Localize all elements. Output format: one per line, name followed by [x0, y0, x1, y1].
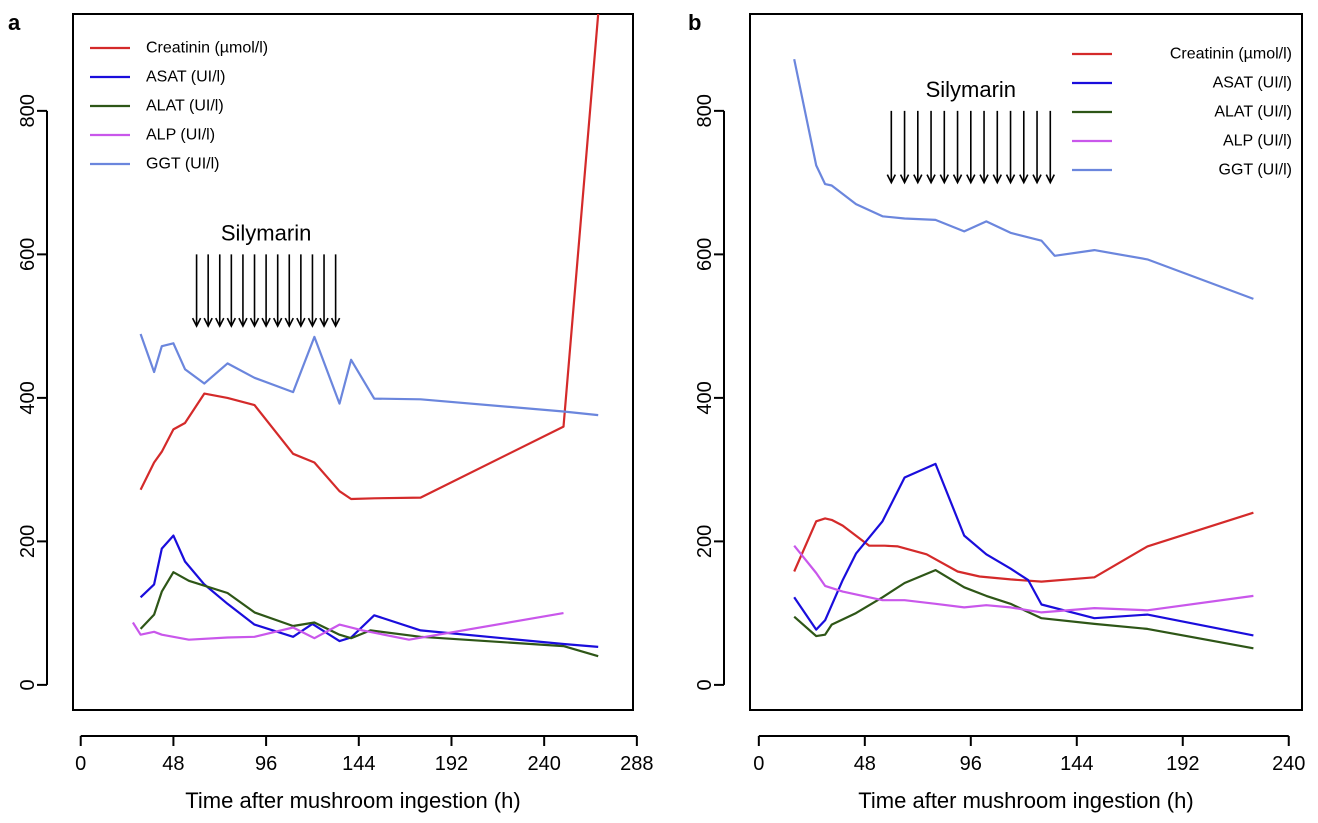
silymarin-arrowhead	[249, 317, 260, 328]
x-axis-title: Time after mushroom ingestion (h)	[858, 788, 1193, 813]
silymarin-arrowhead	[307, 317, 318, 328]
silymarin-label: Silymarin	[926, 77, 1016, 102]
silymarin-arrowhead	[952, 174, 963, 185]
legend-label-alat: ALAT (UI/l)	[146, 98, 224, 115]
plot-frame	[749, 13, 1303, 711]
silymarin-arrowhead	[238, 317, 248, 328]
series-line-creatinin	[793, 511, 1254, 583]
y-tick-label: 0	[17, 679, 39, 690]
legend: Creatinin (µmol/l) ASAT (UI/l) ALAT (UI/l)…	[90, 40, 268, 173]
x-tick-label: 48	[162, 753, 184, 775]
legend-label-asat: ASAT (UI/l)	[146, 69, 225, 86]
silymarin-arrowhead	[261, 317, 271, 328]
silymarin-arrowhead	[272, 317, 283, 328]
silymarin-arrowhead	[886, 174, 897, 185]
silymarin-arrowhead	[1005, 174, 1016, 185]
legend-label-alat: ALAT (UI/l)	[1214, 104, 1292, 121]
legend-label-ggt: GGT (UI/l)	[146, 156, 219, 173]
x-tick-label: 0	[75, 753, 86, 775]
y-tick-label: 400	[694, 381, 716, 414]
silymarin-arrowhead	[330, 317, 341, 328]
silymarin-label: Silymarin	[221, 220, 311, 245]
silymarin-arrowhead	[296, 317, 306, 328]
silymarin-arrowhead	[939, 174, 950, 185]
legend-label-asat: ASAT (UI/l)	[1213, 75, 1292, 92]
x-tick-label: 240	[1272, 753, 1305, 775]
series-line-alp	[131, 612, 564, 641]
x-axis-title: Time after mushroom ingestion (h)	[185, 788, 520, 813]
y-axis: 0 200 400 600 800	[17, 94, 48, 690]
y-axis: 0 200 400 600 800	[694, 94, 725, 690]
series-group	[131, 14, 600, 658]
series-line-alp	[793, 545, 1254, 614]
series-line-ggt	[139, 333, 599, 417]
silymarin-arrowhead	[1045, 174, 1056, 185]
series-line-alat	[139, 571, 599, 658]
y-tick-label: 200	[17, 525, 39, 558]
silymarin-annotation: Silymarin	[191, 220, 341, 328]
series-group	[793, 58, 1254, 650]
x-axis: 0 48 96 144 192 240 288 Time after mushroom ing…	[75, 735, 654, 813]
x-tick-label: 288	[620, 753, 653, 775]
silymarin-arrowhead	[899, 174, 910, 185]
x-tick-label: 96	[255, 753, 277, 775]
silymarin-arrowhead	[926, 174, 936, 185]
x-tick-label: 192	[435, 753, 468, 775]
legend-label-creatinin: Creatinin (µmol/l)	[146, 40, 268, 57]
silymarin-arrowhead	[992, 174, 1003, 185]
silymarin-arrowhead	[1032, 174, 1042, 185]
y-tick-label: 200	[694, 525, 716, 558]
silymarin-arrowhead	[979, 174, 989, 185]
y-tick-label: 800	[17, 94, 39, 127]
panel-b: b 0 48 96 144 192 240 Time after mushroom inges…	[688, 10, 1305, 813]
silymarin-arrowhead	[226, 317, 237, 328]
panel-letter: b	[688, 10, 701, 35]
panel-letter: a	[8, 10, 21, 35]
x-axis: 0 48 96 144 192 240 Time after mushroom ingest…	[753, 735, 1305, 813]
y-tick-label: 600	[694, 238, 716, 271]
silymarin-arrowhead	[203, 317, 213, 328]
silymarin-arrowhead	[913, 174, 923, 185]
series-line-creatinin	[139, 14, 600, 501]
x-tick-label: 144	[342, 753, 375, 775]
series-line-ggt	[793, 58, 1254, 300]
silymarin-arrowhead	[966, 174, 976, 185]
legend: Creatinin (µmol/l) ASAT (UI/l) ALAT (UI/l)…	[1072, 46, 1292, 179]
y-tick-label: 600	[17, 238, 39, 271]
x-tick-label: 96	[960, 753, 982, 775]
x-tick-label: 48	[854, 753, 876, 775]
x-tick-label: 192	[1166, 753, 1199, 775]
x-tick-label: 144	[1060, 753, 1093, 775]
y-tick-label: 800	[694, 94, 716, 127]
series-line-alat	[793, 568, 1254, 650]
series-line-asat	[139, 534, 599, 648]
x-tick-label: 0	[753, 753, 764, 775]
legend-label-alp: ALP (UI/l)	[1223, 133, 1292, 150]
silymarin-arrowhead	[215, 317, 225, 328]
legend-label-creatinin: Creatinin (µmol/l)	[1170, 46, 1292, 63]
silymarin-annotation: Silymarin	[886, 77, 1056, 185]
legend-label-alp: ALP (UI/l)	[146, 127, 215, 144]
x-tick-label: 240	[527, 753, 560, 775]
silymarin-arrowhead	[284, 317, 294, 328]
silymarin-arrowhead	[191, 317, 202, 328]
silymarin-arrowhead	[319, 317, 329, 328]
legend-label-ggt: GGT (UI/l)	[1219, 162, 1292, 179]
y-tick-label: 400	[17, 381, 39, 414]
y-tick-label: 0	[694, 679, 716, 690]
silymarin-arrowhead	[1019, 174, 1029, 185]
panel-a: a 0 48 96 144 192 240 288 Time after mushroom in…	[8, 10, 654, 813]
plot-frame	[72, 13, 634, 711]
